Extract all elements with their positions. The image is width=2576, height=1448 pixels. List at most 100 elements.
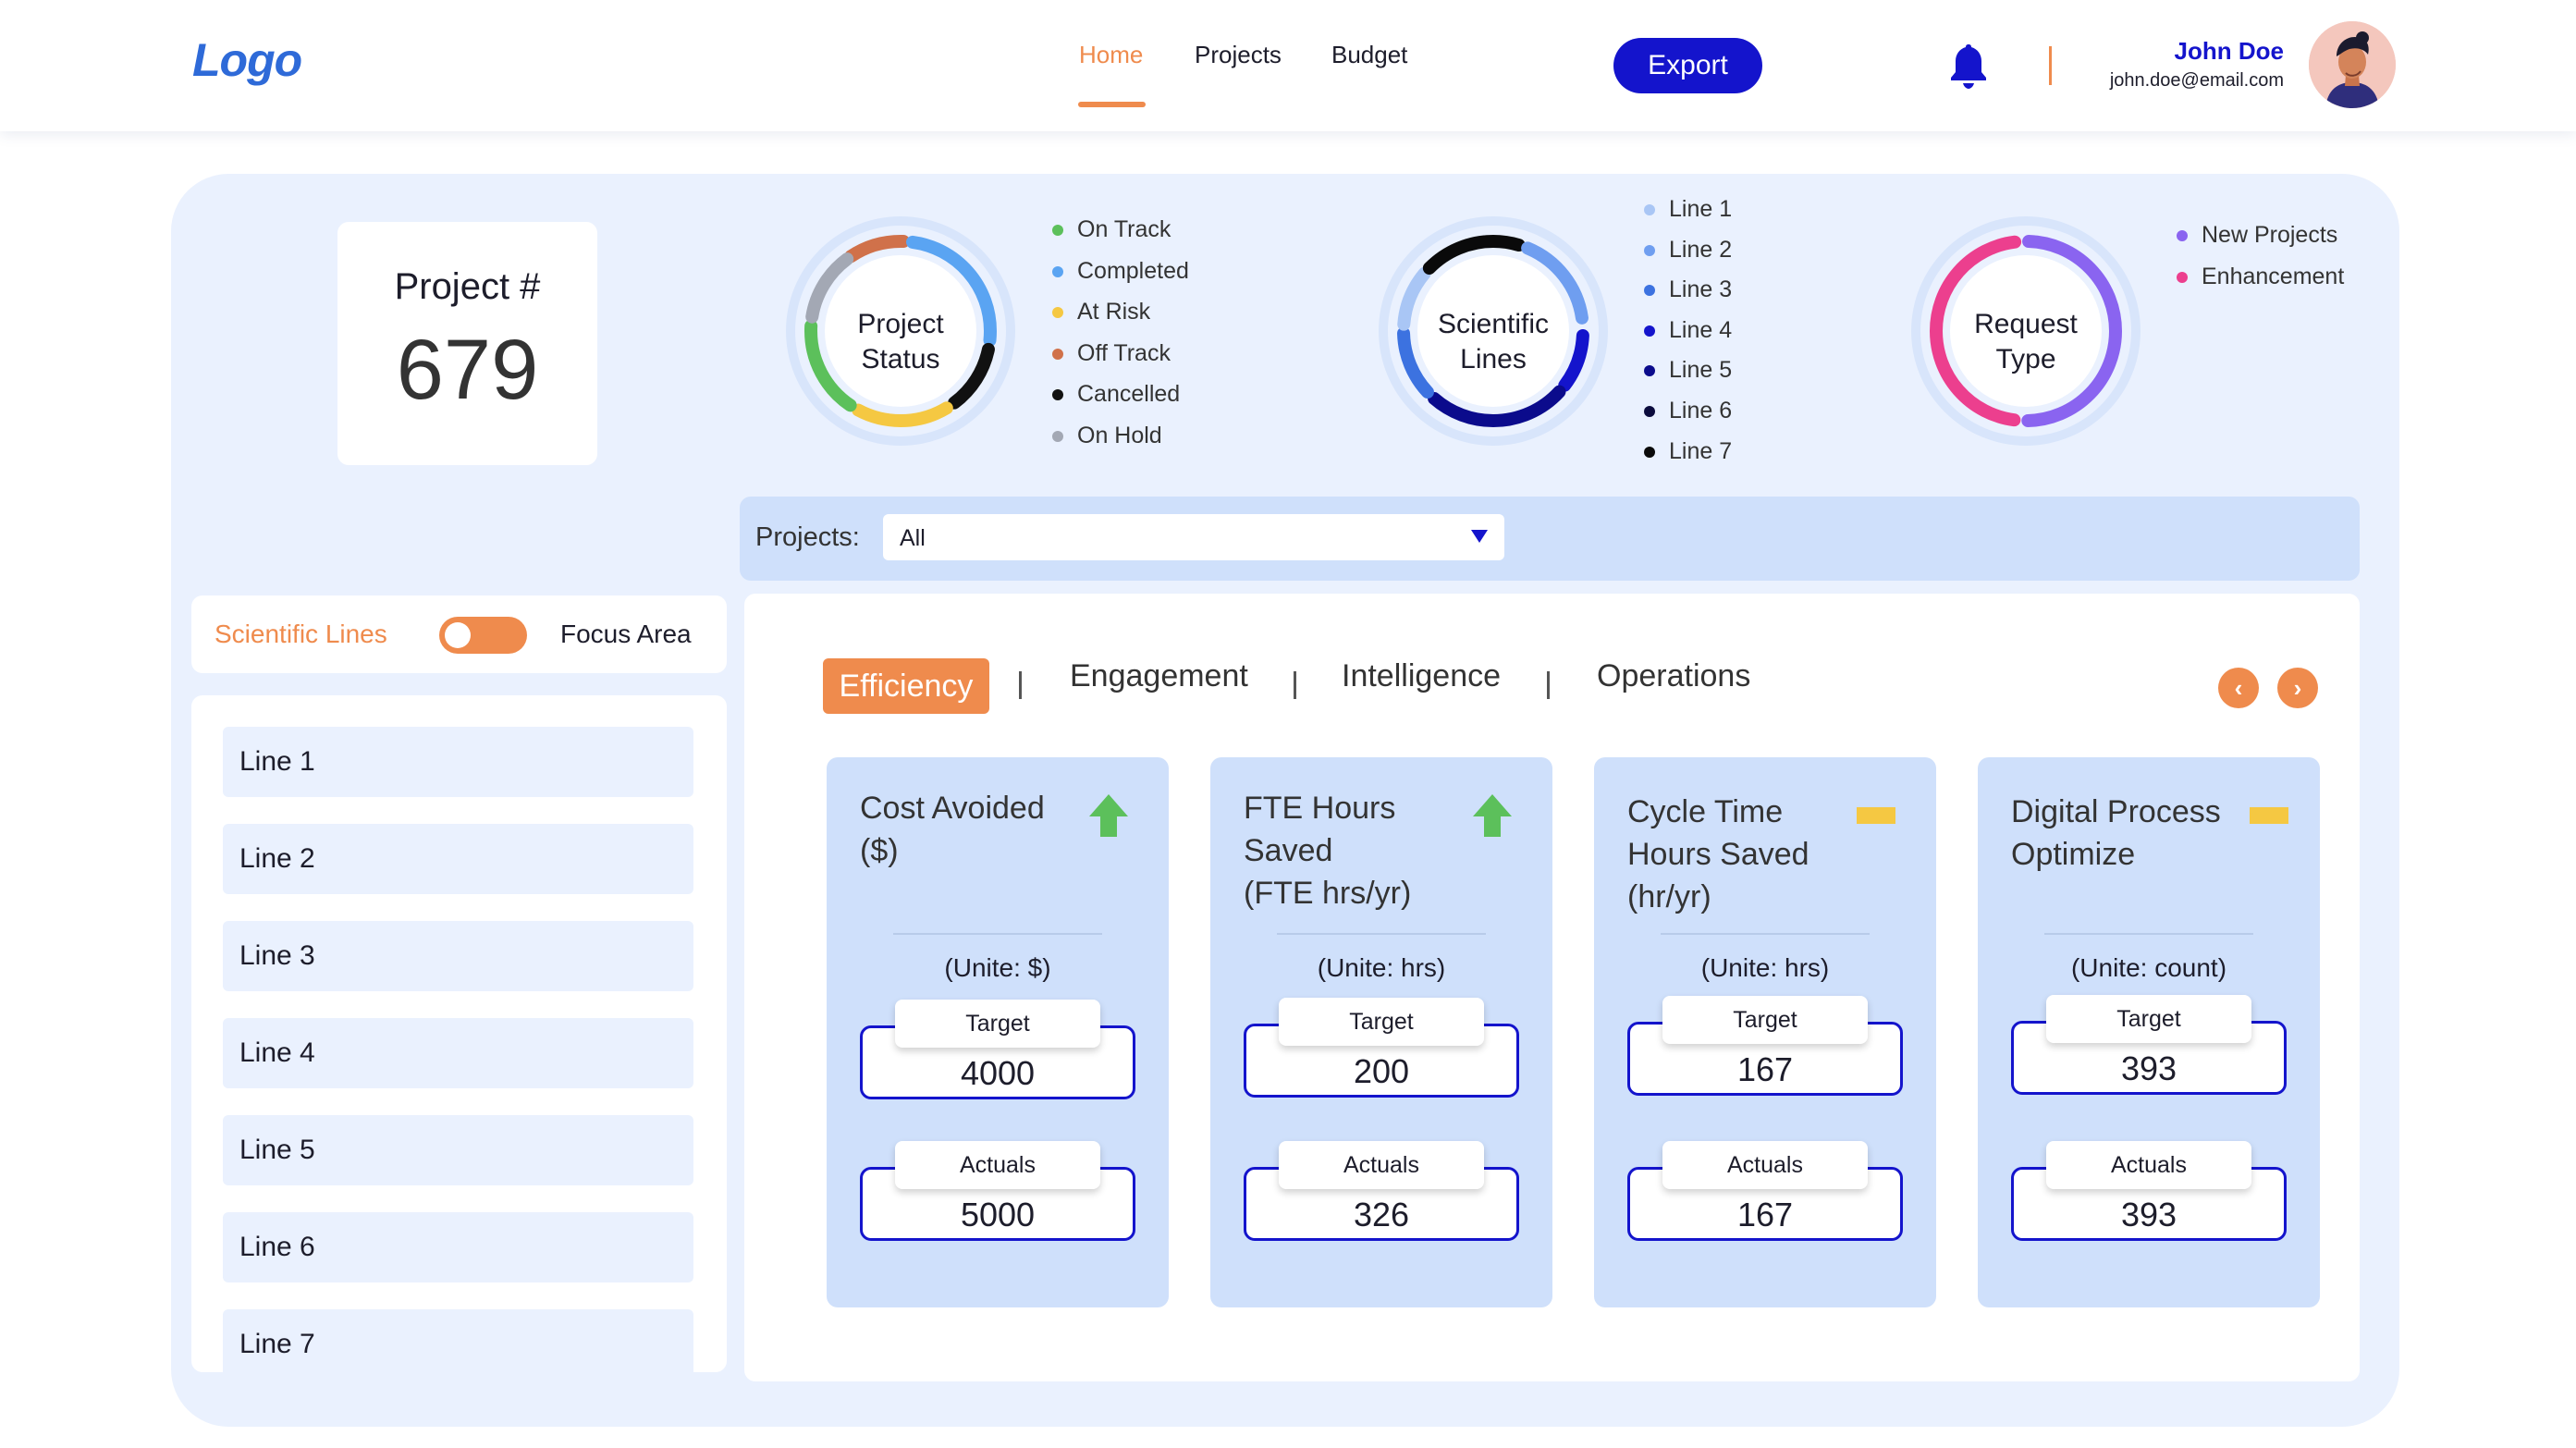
metric-title: Cost Avoided ($) (860, 791, 1045, 868)
metrics-panel: Efficiency Engagement Intelligence Opera… (744, 594, 2360, 1381)
legend-line-1: Line 1 (1644, 196, 1732, 223)
target-value: 393 (2120, 1049, 2177, 1087)
header-divider (2049, 46, 2052, 85)
metric-unit: (Unite: hrs) (1317, 953, 1446, 982)
tab-engagement[interactable]: Engagement (1070, 658, 1248, 693)
actuals-label: Actuals (1662, 1141, 1868, 1189)
target-label: Target (895, 1000, 1100, 1048)
nav-budget[interactable]: Budget (1331, 41, 1408, 68)
metric-title: Cycle Time Hours Saved (hr/yr) (1627, 794, 1809, 914)
legend-enhancement: Enhancement (2177, 264, 2344, 290)
legend-cancelled: Cancelled (1052, 381, 1180, 408)
view-toggle-card: Scientific Lines Focus Area (191, 595, 727, 673)
metric-divider (1277, 933, 1486, 935)
request-type-donut[interactable] (1907, 213, 2144, 449)
metric-card-fte-hours-saved[interactable]: FTE Hours Saved (FTE hrs/yr) (Unite: hrs… (1210, 757, 1552, 1307)
trend-up-arrow-icon (1473, 794, 1512, 837)
neutral-bar-icon (2250, 807, 2288, 824)
nav-projects[interactable]: Projects (1195, 41, 1282, 68)
metric-divider (893, 933, 1102, 935)
list-item[interactable]: Line 5 (223, 1115, 693, 1185)
project-number: 679 (396, 323, 539, 417)
scientific-lines-donut[interactable] (1375, 213, 1612, 449)
actuals-value: 326 (1353, 1196, 1410, 1233)
legend-line-3: Line 3 (1644, 276, 1732, 303)
target-value: 4000 (960, 1054, 1036, 1092)
export-button[interactable]: Export (1613, 38, 1762, 93)
metric-card-digital-process-optimize[interactable]: Digital Process Optimize (Unite: count) … (1978, 757, 2320, 1307)
tab-divider (1019, 671, 1022, 699)
next-arrow-icon[interactable]: › (2277, 668, 2318, 708)
project-status-label: Project Status (857, 309, 944, 374)
nav-active-underline (1078, 102, 1146, 107)
metric-unit: (Unite: count) (2070, 953, 2227, 982)
notification-bell-icon[interactable] (1948, 43, 1989, 89)
actuals-value: 393 (2120, 1196, 2177, 1233)
top-header: Logo Home Projects Budget Export John Do… (0, 0, 2576, 131)
target-value: 167 (1736, 1050, 1794, 1088)
nav-home[interactable]: Home (1079, 41, 1144, 68)
legend-line-4: Line 4 (1644, 317, 1732, 344)
list-item[interactable]: Line 3 (223, 921, 693, 991)
avatar[interactable] (2309, 21, 2396, 108)
prev-arrow-icon[interactable]: ‹ (2218, 668, 2259, 708)
legend-new-projects: New Projects (2177, 222, 2337, 249)
legend-line-7: Line 7 (1644, 438, 1732, 465)
actuals-value: 167 (1736, 1196, 1794, 1233)
request-type-label: Request Type (1974, 309, 2078, 374)
tab-operations[interactable]: Operations (1597, 658, 1751, 693)
legend-on-track: On Track (1052, 216, 1171, 243)
caret-down-icon[interactable] (1471, 530, 1488, 543)
projects-filter-label: Projects: (755, 522, 860, 552)
metric-unit: (Unite: $) (944, 953, 1051, 982)
legend-line-6: Line 6 (1644, 398, 1732, 424)
actuals-label: Actuals (1279, 1141, 1484, 1189)
metric-title: Digital Process Optimize (2011, 794, 2221, 872)
list-item[interactable]: Line 7 (223, 1309, 693, 1372)
target-label: Target (1662, 996, 1868, 1044)
target-label: Target (1279, 998, 1484, 1046)
legend-line-5: Line 5 (1644, 357, 1732, 384)
logo[interactable]: Logo (192, 34, 302, 86)
metric-divider (2044, 933, 2253, 935)
actuals-label: Actuals (895, 1141, 1100, 1189)
neutral-bar-icon (1857, 807, 1895, 824)
project-status-donut[interactable] (782, 213, 1019, 449)
list-item[interactable]: Line 4 (223, 1018, 693, 1088)
scientific-lines-label: Scientific Lines (1437, 309, 1550, 374)
user-email: john.doe@email.com (2109, 70, 2284, 91)
list-item[interactable]: Line 6 (223, 1212, 693, 1282)
user-name: John Doe (2174, 37, 2284, 65)
list-item[interactable]: Line 2 (223, 824, 693, 894)
scientific-lines-list: Line 1 Line 2 Line 3 Line 4 Line 5 Line … (191, 695, 727, 1372)
project-label: Project # (394, 266, 541, 307)
trend-up-arrow-icon (1089, 794, 1128, 837)
projects-filter-bar: Projects: All (740, 497, 2360, 581)
legend-at-risk: At Risk (1052, 299, 1150, 325)
project-number-card: Project # 679 (337, 222, 597, 465)
target-value: 200 (1353, 1052, 1410, 1090)
view-toggle-switch[interactable] (439, 617, 527, 654)
projects-select-value: All (900, 525, 926, 551)
legend-line-2: Line 2 (1644, 237, 1732, 264)
legend-on-hold: On Hold (1052, 423, 1162, 449)
tab-divider (1547, 671, 1550, 699)
actuals-value-box: 5000 (860, 1167, 1135, 1241)
metric-title: FTE Hours Saved (FTE hrs/yr) (1244, 791, 1412, 911)
legend-completed: Completed (1052, 258, 1189, 285)
tab-efficiency[interactable]: Efficiency (823, 658, 989, 714)
target-label: Target (2046, 995, 2251, 1043)
metric-card-cycle-time-hours-saved[interactable]: Cycle Time Hours Saved (hr/yr) (Unite: h… (1594, 757, 1936, 1307)
projects-select[interactable]: All (883, 514, 1504, 560)
legend-off-track: Off Track (1052, 340, 1171, 367)
toggle-focus-area-label[interactable]: Focus Area (560, 620, 692, 648)
toggle-scientific-lines-label[interactable]: Scientific Lines (215, 620, 387, 648)
list-item[interactable]: Line 1 (223, 727, 693, 797)
actuals-value: 5000 (960, 1196, 1036, 1233)
tab-intelligence[interactable]: Intelligence (1342, 658, 1502, 693)
metric-divider (1661, 933, 1870, 935)
metric-unit: (Unite: hrs) (1700, 953, 1830, 982)
actuals-label: Actuals (2046, 1141, 2251, 1189)
metric-card-cost-avoided[interactable]: Cost Avoided ($) (Unite: $) 4000 Target … (827, 757, 1169, 1307)
tab-divider (1294, 671, 1296, 699)
